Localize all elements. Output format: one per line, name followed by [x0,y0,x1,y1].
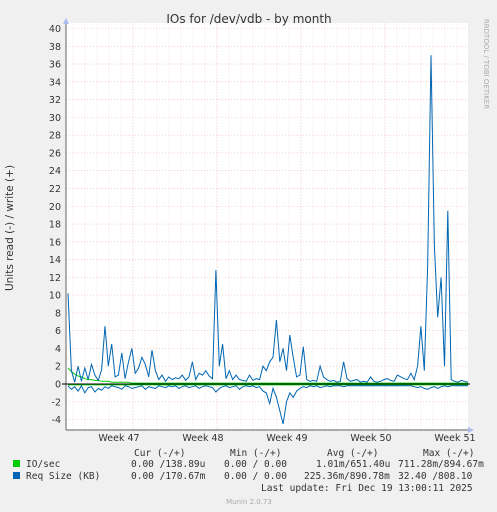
y-tick-label: 12 [49,273,61,284]
chart-title: IOs for /dev/vdb - by month [166,12,331,26]
legend-swatch-reqsize [13,472,20,479]
y-tick-label: 28 [49,131,61,142]
y-tick-label: -4 [52,415,61,426]
legend-header-avg: Avg (-/+) [327,448,378,459]
legend-avg-io: 1.01m/651.40u [316,459,390,470]
legend-cur-reqsize: 0.00 /170.67m [131,471,206,482]
series-0-write-line [67,367,468,384]
series-lines [67,55,469,425]
x-axis-arrow-icon [468,427,474,433]
legend-min-io: 0.00 / 0.00 [224,459,287,470]
legend-max-io: 711.28m/894.67m [398,459,484,470]
series-1-write-line [67,55,469,383]
y-tick-label: 20 [49,202,61,213]
y-tick-label: 30 [49,113,61,124]
legend-cur-io: 0.00 /138.89u [131,459,205,470]
legend-header-min: Min (-/+) [230,448,281,459]
y-tick-label: 26 [49,148,61,159]
y-tick-label: 16 [49,237,61,248]
y-tick-label: 2 [55,362,61,373]
legend-swatch-io [13,460,20,467]
y-tick-label: 18 [49,220,61,231]
y-tick-label: 4 [55,344,61,355]
y-tick-labels: 4038363432302826242220181614121086420-2-… [49,24,61,426]
y-tick-label: 36 [49,60,61,71]
legend-min-reqsize: 0.00 / 0.00 [224,471,287,482]
legend-header-max: Max (-/+) [423,448,474,459]
y-tick-label: 22 [49,184,61,195]
rrdtool-credit: RRDTOOL / TOBI OETIKER [482,19,490,109]
y-tick-label: 10 [49,291,61,302]
y-tick-label: 14 [49,255,61,266]
footer-version: Munin 2.0.73 [226,498,272,506]
y-tick-label: 8 [55,308,61,319]
legend-name-io: IO/sec [26,459,60,470]
x-tick-label: Week 48 [182,433,223,444]
legend-name-reqsize: Req Size (KB) [26,471,100,482]
horizontal-gridlines [66,28,468,420]
x-tick-labels: Week 47 Week 48 Week 49 Week 50 Week 51 [98,433,475,444]
x-tick-label: Week 51 [434,433,475,444]
x-tick-label: Week 50 [350,433,391,444]
legend-header-cur: Cur (-/+) [134,448,185,459]
y-tick-label: 40 [49,24,61,35]
y-tick-label: 34 [49,77,61,88]
y-tick-label: 38 [49,42,61,53]
x-tick-label: Week 49 [266,433,307,444]
y-tick-label: 24 [49,166,61,177]
series-1-read-line [67,384,468,425]
legend: Cur (-/+) Min (-/+) Avg (-/+) Max (-/+) … [13,448,484,494]
y-tick-label: 0 [55,380,61,391]
y-axis-label: Units read (-) / write (+) [4,165,16,291]
last-update: Last update: Fri Dec 19 13:00:11 2025 [261,483,473,494]
x-tick-label: Week 47 [98,433,139,444]
plot-area [66,23,468,429]
legend-max-reqsize: 32.40 /808.10 [398,471,473,482]
axes [62,18,474,433]
y-axis-arrow-icon [63,18,69,24]
y-tick-label: 32 [49,95,61,106]
y-tick-label: -2 [52,397,61,408]
y-tick-label: 6 [55,326,61,337]
legend-avg-reqsize: 225.36m/890.78m [304,471,390,482]
